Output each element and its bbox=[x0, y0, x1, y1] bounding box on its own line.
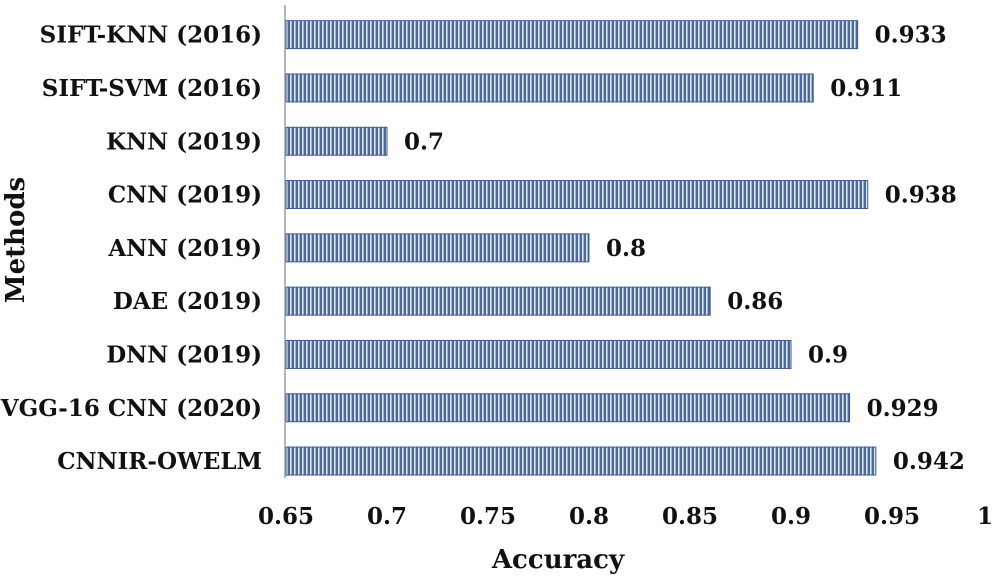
bar bbox=[285, 126, 388, 156]
x-tick-label: 1 bbox=[977, 503, 993, 530]
data-label: 0.933 bbox=[875, 22, 947, 49]
category-labels: SIFT-KNN (2016) SIFT-SVM (2016) KNN (2019)… bbox=[0, 22, 262, 475]
bar bbox=[285, 20, 859, 50]
data-label: 0.929 bbox=[867, 395, 939, 422]
data-label: 0.8 bbox=[606, 235, 646, 262]
bar bbox=[285, 180, 869, 210]
x-tick-label: 0.85 bbox=[662, 503, 718, 530]
data-label: 0.86 bbox=[727, 288, 783, 315]
x-tick-label: 0.8 bbox=[569, 503, 609, 530]
bar bbox=[285, 393, 851, 423]
x-tick-label: 0.7 bbox=[367, 503, 407, 530]
bar bbox=[285, 446, 877, 476]
data-label: 0.938 bbox=[885, 182, 957, 209]
bar bbox=[285, 339, 792, 369]
x-tick-label: 0.95 bbox=[864, 503, 920, 530]
data-label: 0.9 bbox=[808, 341, 848, 368]
value-labels: 0.933 0.911 0.7 0.938 0.8 0.86 0.9 0.929 0.942 bbox=[404, 22, 965, 475]
x-axis-title: Accuracy bbox=[491, 545, 625, 575]
x-tick-labels: 0.65 0.7 0.75 0.8 0.85 0.9 0.95 1 bbox=[258, 503, 993, 530]
bar bbox=[285, 73, 814, 103]
category-label: KNN (2019) bbox=[106, 128, 262, 155]
data-label: 0.7 bbox=[404, 128, 444, 155]
category-label: CNN (2019) bbox=[108, 182, 262, 209]
y-axis-title: Methods bbox=[1, 177, 31, 303]
bars-group bbox=[285, 20, 877, 476]
x-tick-label: 0.75 bbox=[460, 503, 516, 530]
x-tick-label: 0.9 bbox=[771, 503, 811, 530]
bar bbox=[285, 286, 711, 316]
x-tick-label: 0.65 bbox=[258, 503, 314, 530]
category-label: VGG-16 CNN (2020) bbox=[0, 395, 262, 422]
bar bbox=[285, 233, 590, 263]
data-label: 0.942 bbox=[893, 448, 965, 475]
data-label: 0.911 bbox=[830, 75, 902, 102]
category-label: DNN (2019) bbox=[106, 341, 262, 368]
category-label: SIFT-KNN (2016) bbox=[40, 22, 262, 49]
category-label: DAE (2019) bbox=[113, 288, 262, 315]
category-label: SIFT-SVM (2016) bbox=[42, 75, 262, 102]
category-label: CNNIR-OWELM bbox=[57, 448, 262, 475]
category-label: ANN (2019) bbox=[107, 235, 262, 262]
